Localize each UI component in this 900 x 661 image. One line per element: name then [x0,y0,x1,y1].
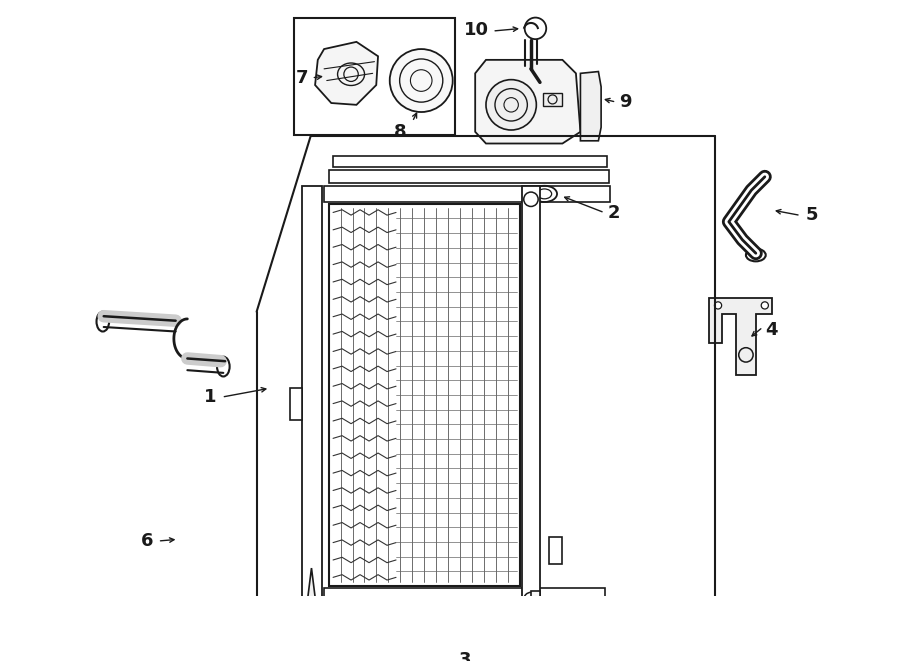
Polygon shape [531,590,545,627]
Text: 3: 3 [459,651,472,661]
Bar [324,588,605,600]
Polygon shape [475,60,580,143]
Bar [324,186,610,202]
Bar [294,18,455,134]
Text: 4: 4 [765,321,778,338]
Polygon shape [709,298,772,375]
Circle shape [486,79,536,130]
Bar [333,156,608,167]
Polygon shape [307,568,316,635]
Bar [549,537,562,564]
Bar [328,204,520,586]
Polygon shape [580,71,601,141]
Text: 7: 7 [295,69,308,87]
Text: 9: 9 [619,93,632,111]
Text: 2: 2 [608,204,620,221]
Text: 10: 10 [464,21,489,39]
Bar [312,617,609,631]
Bar [290,388,302,420]
Bar [320,602,608,615]
Circle shape [761,302,769,309]
Bar [302,186,322,604]
Polygon shape [418,649,438,661]
Text: 1: 1 [203,388,216,406]
Text: 6: 6 [140,532,153,550]
Text: 8: 8 [394,123,407,141]
Polygon shape [315,42,378,105]
Bar [522,186,540,604]
Bar [328,170,609,183]
Bar [543,93,562,106]
Circle shape [390,49,453,112]
Circle shape [715,302,722,309]
Text: 5: 5 [806,206,818,225]
